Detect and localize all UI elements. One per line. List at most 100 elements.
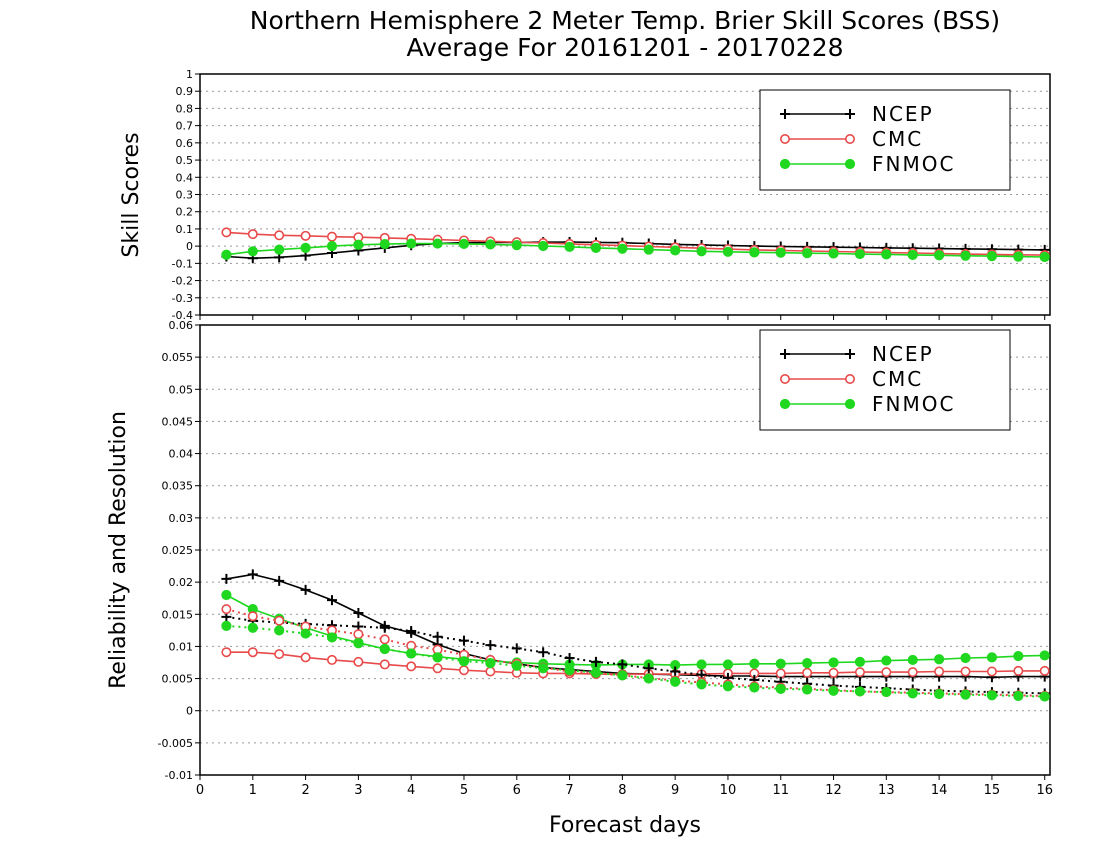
relres-cmc-open-circle-marker: [458, 665, 469, 676]
relres-x-tick-label: 2: [301, 783, 309, 798]
skill-fnmoc-filled-circle-marker: [511, 240, 522, 251]
relres-ncep-dotted-plus-marker: [458, 635, 469, 646]
skill-fnmoc-filled-circle-marker: [247, 246, 258, 257]
relres-fnmoc-filled-circle-marker: [1039, 650, 1050, 661]
relres-legend-cmc-open-circle-marker: [779, 373, 790, 384]
skill-legend-fnmoc-filled-circle-marker: [779, 158, 791, 170]
relres-fnmoc-filled-circle-marker: [828, 657, 839, 668]
skill-fnmoc-filled-circle-marker: [828, 248, 839, 259]
skill-y-tick-label: 0.3: [176, 189, 194, 202]
relres-cmc-open-circle-marker: [775, 668, 786, 679]
relres-cmc-open-circle-marker: [881, 667, 892, 678]
relres-cmc-open-circle-marker: [353, 656, 364, 667]
relres-cmc-dotted-open-circle-marker: [379, 634, 390, 645]
skill-fnmoc-filled-circle-marker: [854, 248, 866, 260]
skill-fnmoc-filled-circle-marker: [1013, 251, 1024, 262]
relres-x-tick-label: 14: [931, 783, 948, 798]
relres-cmc-dotted-open-circle-marker: [274, 615, 285, 626]
skill-y-tick-label: 1: [186, 68, 193, 81]
relres-x-tick-label: 9: [671, 783, 679, 798]
skill-fnmoc-filled-circle-marker: [670, 245, 681, 256]
skill-y-tick-label: 0.4: [176, 171, 194, 184]
relres-legend-fnmoc-filled-circle-marker: [779, 398, 791, 410]
relres-ncep-dotted-line: [226, 615, 1045, 695]
skill-fnmoc-filled-circle-marker: [960, 250, 971, 261]
relres-cmc-open-circle-marker: [907, 667, 918, 678]
relres-fnmoc-dotted-filled-circle-marker: [670, 676, 681, 687]
relres-fnmoc-dotted-filled-circle-marker: [247, 622, 258, 633]
skill-fnmoc-filled-circle-marker: [696, 246, 707, 257]
relres-fnmoc-dotted-filled-circle-marker: [696, 679, 707, 690]
skill-y-tick-label: 0: [186, 240, 193, 253]
relres-cmc-dotted-open-circle-marker: [221, 604, 232, 615]
skill-cmc-open-circle-marker: [300, 230, 311, 241]
relres-fnmoc-dotted-filled-circle-marker: [511, 660, 522, 671]
relres-fnmoc-dotted-filled-circle-marker: [986, 690, 998, 701]
relres-x-tick-label: 13: [878, 783, 895, 798]
relres-legend-ncep-label: NCEP: [872, 342, 934, 366]
relres-fnmoc-line: [226, 594, 1045, 666]
relres-ncep-plus-marker: [326, 595, 337, 606]
skill-fnmoc-filled-circle-marker: [986, 251, 998, 262]
relres-fnmoc-dotted-filled-circle-marker: [379, 643, 390, 655]
relres-fnmoc-dotted-filled-circle-marker: [432, 652, 443, 663]
relres-fnmoc-dotted-filled-circle-marker: [1013, 690, 1024, 702]
skill-y-tick-label: -0.2: [172, 275, 193, 288]
relres-x-tick-label: 3: [354, 783, 362, 798]
relres-y-tick-label: 0.015: [162, 608, 194, 621]
skill-cmc-open-circle-marker: [326, 231, 337, 242]
relres-legend-cmc-open-circle-marker: [844, 373, 855, 384]
figure-title-line2: Average For 20161201 - 20170228: [406, 33, 843, 62]
relres-x-tick-label: 6: [513, 783, 521, 798]
relres-ncep-plus-marker: [300, 584, 311, 595]
skill-fnmoc-filled-circle-marker: [538, 240, 549, 252]
relres-fnmoc-dotted-filled-circle-marker: [300, 628, 311, 639]
skill-legend-cmc-open-circle-marker: [779, 134, 790, 145]
skill-legend-ncep-label: NCEP: [872, 102, 934, 126]
relres-ncep-dotted-plus-marker: [538, 647, 549, 658]
relres-cmc-open-circle-marker: [326, 654, 337, 665]
skill-fnmoc-filled-circle-marker: [274, 244, 285, 255]
skill-fnmoc-filled-circle-marker: [881, 249, 892, 260]
relres-x-tick-label: 5: [460, 783, 468, 798]
skill-y-tick-label: 0.1: [176, 223, 194, 236]
relres-ncep-dotted-plus-marker: [379, 622, 390, 633]
relres-x-tick-label: 7: [565, 783, 573, 798]
relres-cmc-dotted-open-circle-marker: [247, 611, 258, 622]
relres-cmc-open-circle-marker: [379, 659, 390, 670]
relres-y-tick-label: -0.01: [165, 769, 193, 782]
relres-fnmoc-filled-circle-marker: [749, 658, 760, 669]
relres-ncep-dotted-plus-marker: [406, 626, 417, 636]
relres-ncep-plus-marker: [221, 573, 232, 584]
relres-fnmoc-dotted-filled-circle-marker: [538, 663, 549, 674]
relres-fnmoc-dotted-filled-circle-marker: [485, 658, 496, 669]
relres-ncep-dotted-plus-marker: [670, 666, 681, 677]
relres-fnmoc-dotted-filled-circle-marker: [221, 620, 232, 631]
skill-fnmoc-filled-circle-marker: [300, 242, 311, 253]
relres-x-tick-label: 4: [407, 783, 415, 798]
relres-x-tick-label: 1: [249, 783, 257, 798]
relres-fnmoc-filled-circle-marker: [986, 652, 998, 663]
relres-x-tick-label: 0: [196, 783, 204, 798]
skill-fnmoc-filled-circle-marker: [590, 242, 602, 253]
skill-y-tick-label: 0.6: [176, 137, 194, 150]
relres-fnmoc-dotted-filled-circle-marker: [881, 686, 892, 698]
skill-fnmoc-filled-circle-marker: [458, 238, 470, 250]
relres-fnmoc-filled-circle-marker: [907, 654, 918, 666]
relres-cmc-open-circle-marker: [854, 667, 865, 678]
skill-fnmoc-filled-circle-marker: [775, 247, 786, 258]
relres-fnmoc-dotted-filled-circle-marker: [643, 673, 654, 684]
skill-y-tick-label: 0.9: [176, 85, 194, 98]
relres-fnmoc-dotted-filled-circle-marker: [564, 665, 575, 676]
skill-fnmoc-filled-circle-marker: [643, 244, 654, 255]
relres-fnmoc-filled-circle-marker: [934, 654, 945, 665]
relres-cmc-open-circle-marker: [406, 661, 417, 672]
skill-y-tick-label: 0.5: [176, 154, 194, 167]
relres-fnmoc-filled-circle-marker: [854, 656, 866, 667]
relres-fnmoc-dotted-filled-circle-marker: [960, 689, 971, 700]
relres-fnmoc-dotted-filled-circle-marker: [326, 632, 338, 643]
relres-legend-fnmoc-label: FNMOC: [872, 392, 955, 416]
skill-legend-fnmoc-label: FNMOC: [872, 152, 955, 176]
relres-x-tick-label: 16: [1036, 783, 1053, 798]
